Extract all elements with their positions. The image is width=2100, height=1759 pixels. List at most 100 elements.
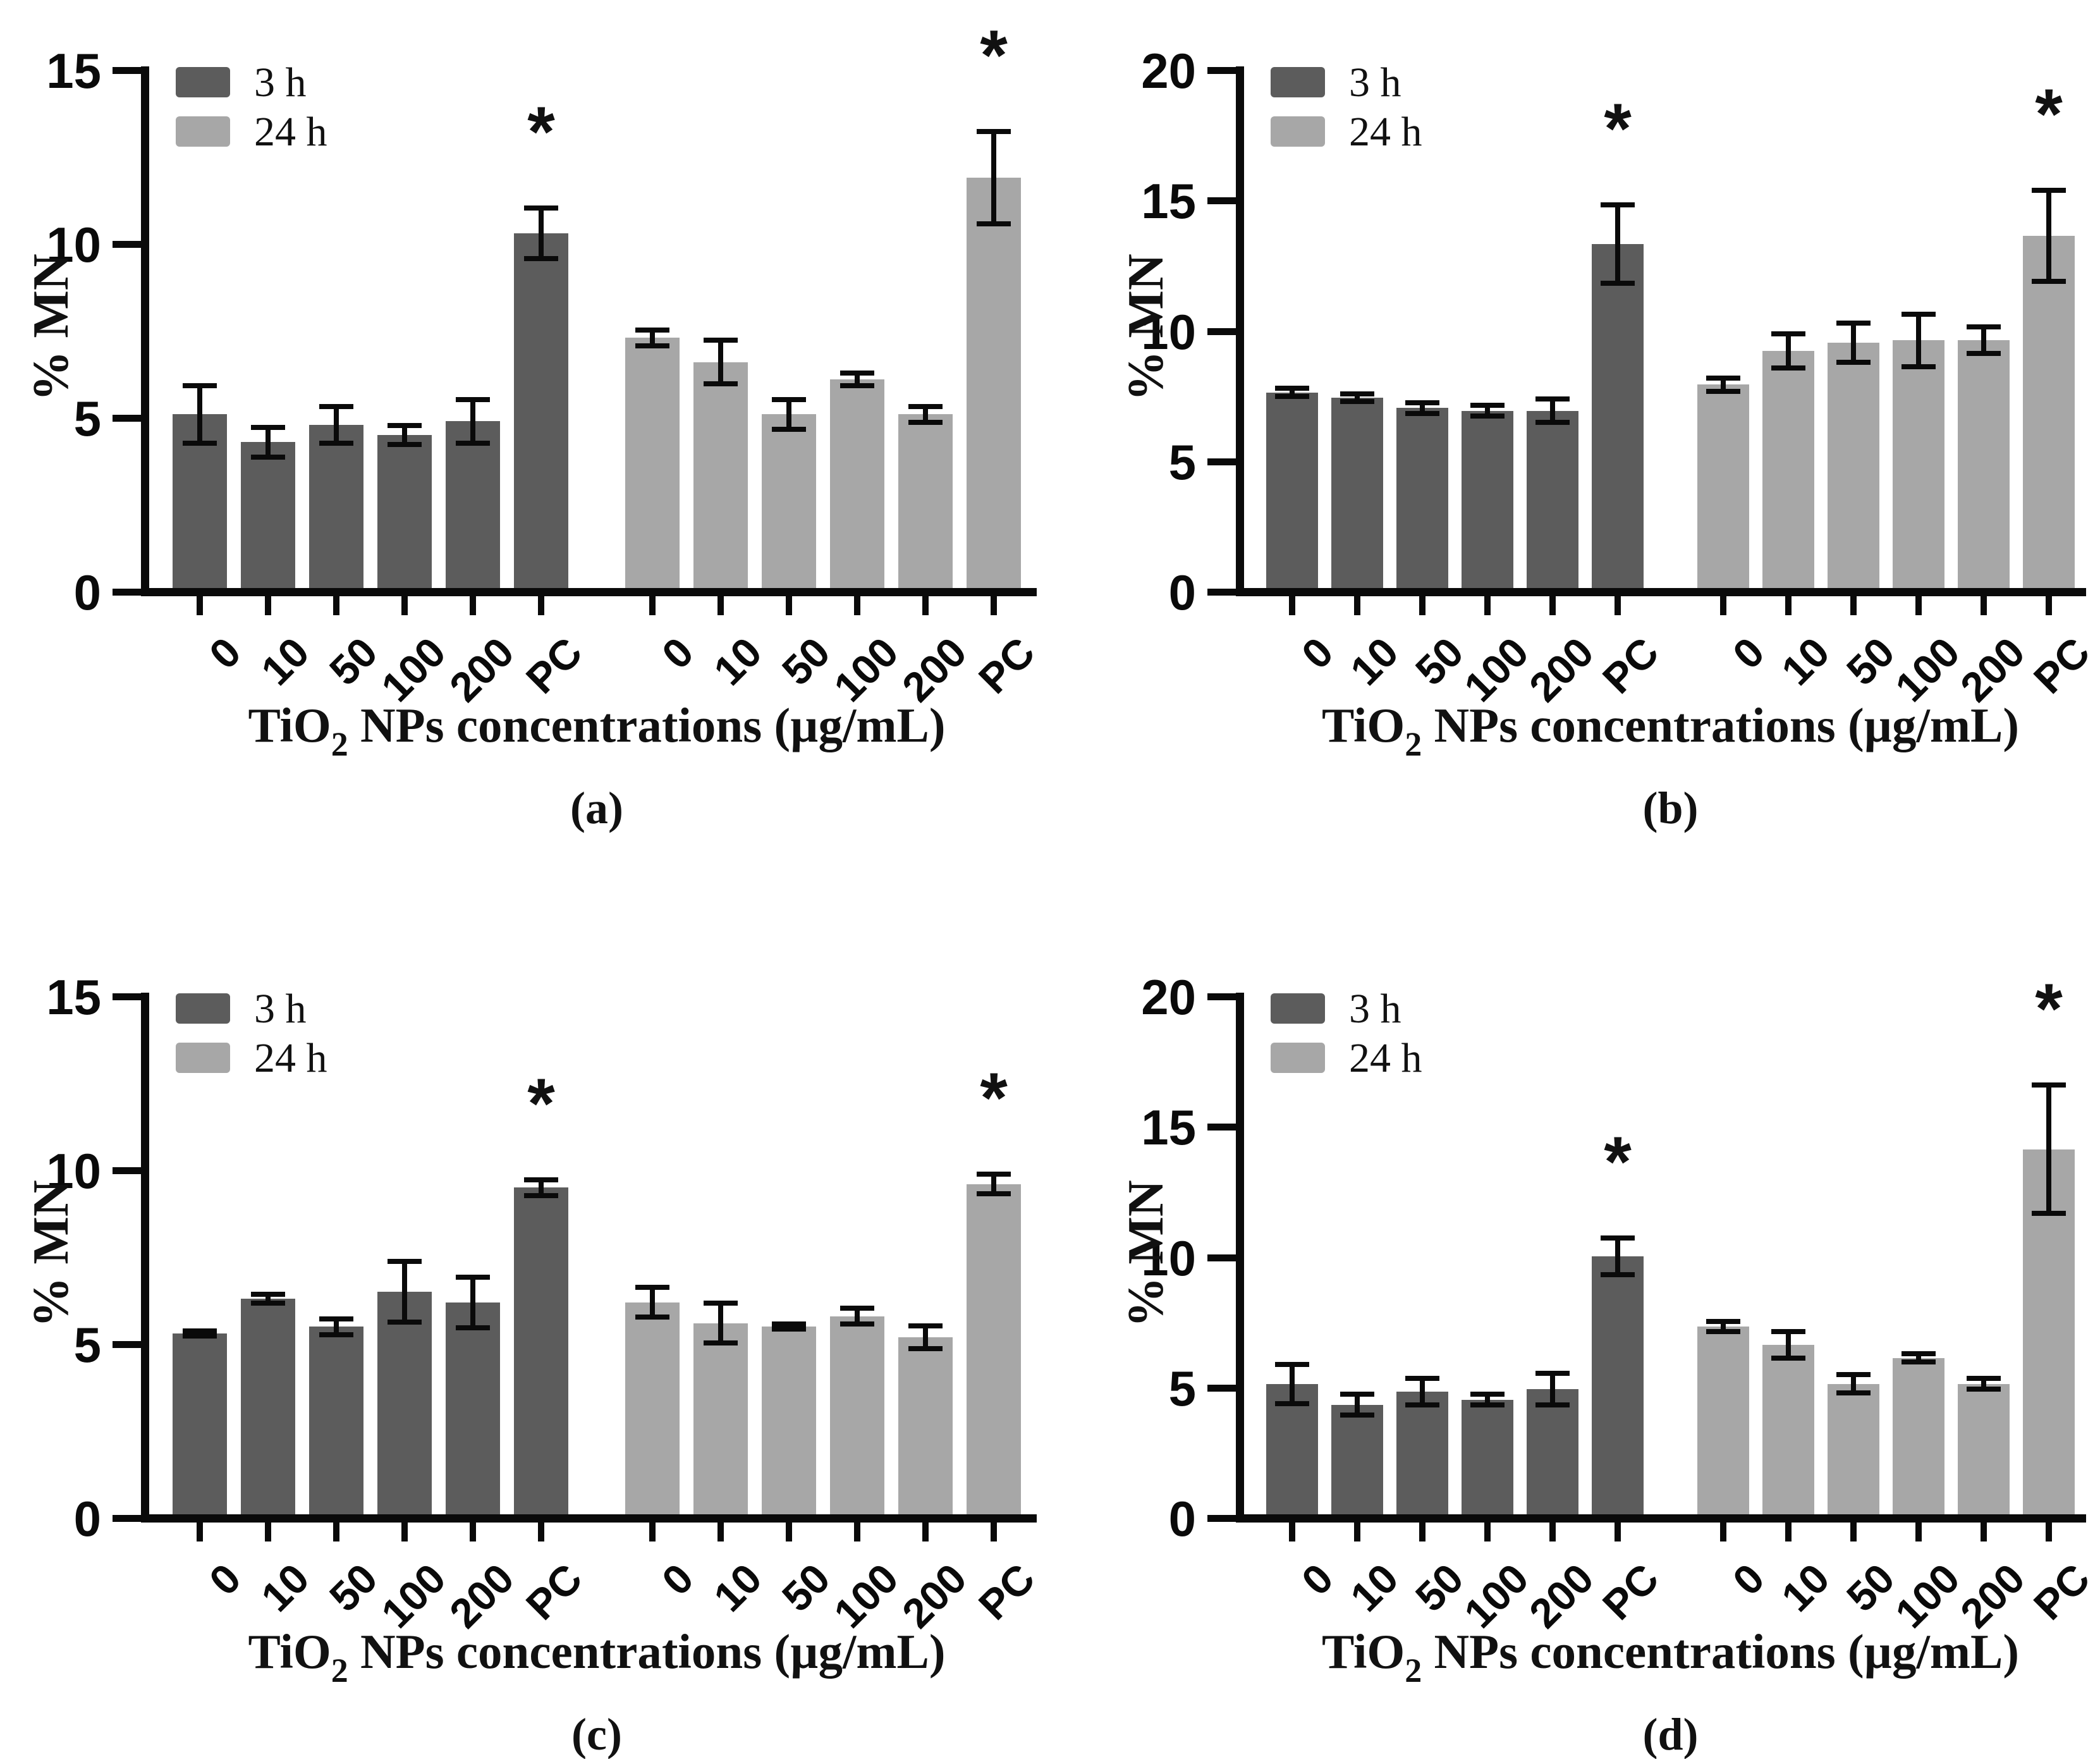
bar-24h-50	[762, 414, 816, 588]
x-tick	[1720, 1523, 1726, 1541]
y-tick	[1207, 458, 1236, 465]
error-bar-line	[402, 1258, 407, 1325]
error-bar-line	[1981, 1376, 1986, 1392]
error-bar-line	[1851, 321, 1856, 365]
y-tick-label: 10	[1141, 303, 1196, 360]
error-bar-cap-bottom	[1601, 1272, 1635, 1277]
bar-3h-PC	[514, 1187, 568, 1514]
y-axis	[1236, 66, 1244, 596]
bar-3h-10	[1331, 1404, 1383, 1514]
error-bar-cap-bottom	[1902, 1359, 1936, 1364]
error-bar-line	[539, 1177, 544, 1198]
x-tick	[1289, 1523, 1295, 1541]
significance-asterisk: *	[980, 16, 1008, 95]
error-bar-cap-top	[704, 1300, 738, 1306]
error-bar-cap-bottom	[1405, 1402, 1439, 1407]
error-bar-cap-bottom	[1771, 1355, 1805, 1361]
error-bar-cap-top	[1275, 386, 1309, 391]
x-tick	[854, 1523, 860, 1541]
error-bar-cap-bottom	[1902, 364, 1936, 369]
x-tick	[1484, 1523, 1491, 1541]
bar-3h-0	[173, 1333, 227, 1514]
error-bar-line	[1786, 331, 1791, 371]
y-tick	[113, 1515, 141, 1522]
chart-area-a: 0 5 10 15 3 h 24 h 0 10 50 100 200 PC * 0 10 50 100 200 PC…	[0, 0, 1050, 833]
error-bar-cap-top	[1967, 1376, 2001, 1382]
bar-24h-10	[1762, 350, 1814, 588]
error-bar-cap-bottom	[1470, 413, 1505, 419]
x-tick	[1915, 1523, 1922, 1541]
significance-asterisk: *	[2035, 74, 2063, 154]
error-bar-cap-bottom	[524, 1192, 558, 1198]
x-tick	[1289, 596, 1295, 615]
legend-label-24h: 24 h	[254, 109, 327, 155]
significance-asterisk: *	[1604, 89, 1632, 168]
panel-caption: (a)	[570, 783, 623, 833]
error-bar-line	[402, 422, 407, 448]
x-tick	[1484, 596, 1491, 615]
bar-3h-200	[1527, 1389, 1578, 1514]
legend-swatch-3h	[1271, 67, 1325, 97]
error-bar-line	[1615, 1235, 1620, 1277]
y-tick	[1207, 1124, 1236, 1131]
bar-24h-200	[1958, 340, 2010, 588]
x-axis-title-post: NPs concentrations (µg/mL)	[348, 698, 946, 752]
error-bar-line	[923, 403, 928, 425]
legend-swatch-24h	[1271, 116, 1325, 147]
x-axis	[1236, 1514, 2086, 1523]
error-bar-cap-bottom	[1275, 1400, 1309, 1406]
x-tick	[1354, 596, 1360, 615]
y-tick-label: 0	[1168, 1491, 1196, 1547]
error-bar-cap-bottom	[183, 1333, 217, 1339]
error-bar-cap-top	[908, 403, 943, 409]
error-bar-line	[786, 396, 791, 432]
error-bar-cap-top	[319, 1316, 353, 1321]
error-bar-cap-bottom	[1405, 410, 1439, 416]
error-bar-line	[197, 383, 202, 446]
error-bar-cap-bottom	[319, 1332, 353, 1337]
error-bar-cap-bottom	[251, 1301, 285, 1306]
bar-3h-100	[377, 1292, 432, 1514]
error-bar-line	[1981, 324, 1986, 356]
x-tick	[1549, 1523, 1556, 1541]
x-tick	[649, 596, 656, 615]
x-tick	[786, 1523, 792, 1541]
x-tick	[717, 596, 724, 615]
x-tick	[470, 1523, 476, 1541]
bar-24h-0	[625, 338, 680, 588]
y-axis-title: % MN	[1118, 253, 1174, 401]
bar-3h-50	[1396, 1392, 1448, 1514]
error-bar-cap-top	[840, 1306, 874, 1311]
panel-c: 0 5 10 15 3 h 24 h 0 10 50 100 200 PC * 0 10 50 100 200 PC…	[0, 926, 1050, 1759]
error-bar-line	[1290, 1361, 1295, 1406]
bar-24h-0	[1697, 1327, 1749, 1514]
y-tick-label: 15	[1141, 1100, 1196, 1156]
error-bar-line	[470, 396, 475, 446]
y-tick	[113, 589, 141, 596]
x-tick	[1981, 1523, 1987, 1541]
y-tick-label: 0	[1168, 565, 1196, 620]
significance-asterisk: *	[2035, 969, 2063, 1049]
y-tick	[113, 993, 141, 1000]
error-bar-cap-bottom	[1706, 388, 1740, 394]
error-bar-cap-top	[772, 396, 806, 402]
bar-24h-50	[762, 1327, 816, 1514]
error-bar-cap-bottom	[456, 440, 490, 446]
error-bar-cap-top	[1706, 1318, 1740, 1324]
x-axis-title-post: NPs concentrations (µg/mL)	[348, 1624, 946, 1679]
y-tick-label: 5	[73, 1317, 101, 1373]
x-tick	[1720, 596, 1726, 615]
bar-24h-PC	[967, 178, 1021, 588]
error-bar-cap-top	[251, 424, 285, 430]
x-tick	[401, 1523, 408, 1541]
error-bar-line	[334, 403, 339, 446]
x-tick	[649, 1523, 656, 1541]
bar-3h-50	[1396, 408, 1448, 588]
x-tick	[265, 596, 271, 615]
error-bar-line	[197, 1328, 202, 1339]
y-tick	[113, 1167, 141, 1174]
error-bar-cap-bottom	[704, 381, 738, 386]
y-tick	[1207, 1515, 1236, 1522]
x-tick	[786, 596, 792, 615]
bar-24h-100	[830, 379, 884, 588]
